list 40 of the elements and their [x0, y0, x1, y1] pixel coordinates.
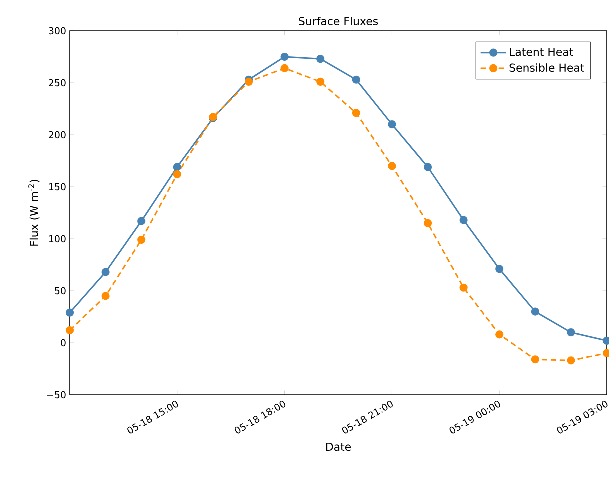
- point: [352, 76, 360, 84]
- point: [460, 284, 468, 292]
- point: [424, 163, 432, 172]
- point: [531, 308, 540, 316]
- point: [352, 109, 360, 118]
- point: [567, 356, 576, 365]
- y-tick-label: 0: [61, 339, 66, 347]
- point: [496, 330, 504, 339]
- point: [316, 55, 325, 64]
- point: [102, 292, 110, 300]
- y-tick-label: 150: [49, 183, 66, 191]
- point: [102, 268, 110, 276]
- y-axis-title: Flux (W m$^{-2}$): [28, 180, 40, 246]
- point: [388, 120, 396, 129]
- legend-label: Latent Heat: [510, 48, 574, 56]
- point: [424, 219, 432, 228]
- point: [531, 356, 540, 364]
- point: [66, 326, 74, 335]
- x-axis-title: Date: [326, 442, 352, 452]
- y-tick-label: 50: [55, 287, 66, 295]
- y-tick-label: 250: [49, 79, 66, 87]
- point: [316, 78, 325, 86]
- point: [173, 170, 182, 179]
- point: [280, 52, 289, 62]
- point: [138, 217, 146, 226]
- point: [173, 163, 182, 172]
- point: [460, 216, 468, 224]
- point: [280, 64, 289, 72]
- y-tick-label: 300: [49, 27, 66, 35]
- point: [66, 308, 74, 317]
- point: [388, 162, 396, 170]
- point: [138, 236, 146, 244]
- y-tick-label: −50: [48, 391, 66, 399]
- point: [567, 328, 576, 337]
- y-tick-label: 200: [49, 131, 66, 139]
- y-tick-label: 100: [49, 235, 66, 243]
- chart-title: Surface Fluxes: [299, 17, 378, 26]
- legend-label: Sensible Heat: [510, 64, 584, 72]
- point: [496, 265, 504, 274]
- point: [244, 78, 254, 86]
